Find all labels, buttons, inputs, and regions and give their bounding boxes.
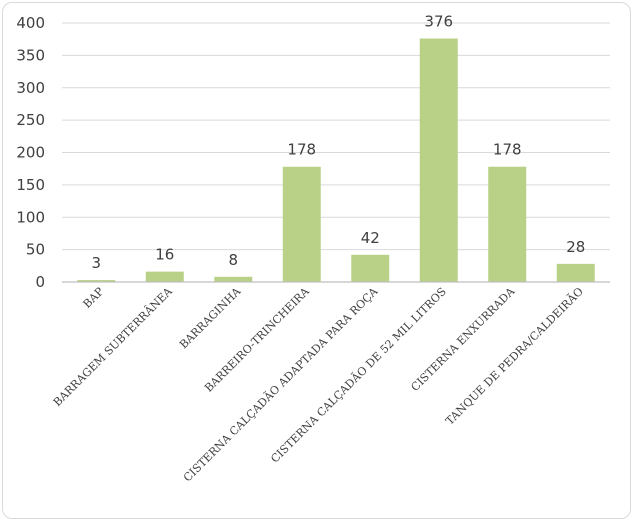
bar bbox=[77, 280, 116, 282]
data-label: 376 bbox=[424, 13, 453, 31]
bar bbox=[351, 254, 390, 282]
y-tick-label: 350 bbox=[16, 46, 45, 64]
x-tick-label: BAP bbox=[81, 285, 107, 311]
data-label: 3 bbox=[91, 254, 101, 272]
y-tick-label: 0 bbox=[35, 273, 45, 291]
bars bbox=[77, 38, 595, 282]
data-labels: 3 16 8 178 42 376 178 28 bbox=[91, 13, 585, 273]
y-tick-label: 100 bbox=[16, 208, 45, 226]
x-tick-label: TANQUE DE PEDRA/CALDEIRÃO bbox=[442, 284, 585, 427]
data-label: 16 bbox=[155, 246, 174, 264]
y-tick-label: 400 bbox=[16, 14, 45, 32]
data-label: 8 bbox=[228, 251, 238, 269]
gridlines bbox=[62, 22, 610, 251]
x-tick-label: BARRAGEM SUBTERRÂNEA bbox=[50, 283, 176, 409]
bar bbox=[282, 166, 321, 282]
y-tick-label: 300 bbox=[16, 79, 45, 97]
y-tick-label: 50 bbox=[26, 241, 45, 259]
bar bbox=[145, 271, 184, 282]
x-tick-label: BARRAGINHA bbox=[177, 284, 244, 351]
data-label: 28 bbox=[566, 238, 585, 256]
bar bbox=[556, 263, 595, 282]
bar bbox=[488, 166, 527, 282]
data-label: 42 bbox=[361, 229, 380, 247]
data-label: 178 bbox=[287, 141, 316, 159]
bar bbox=[419, 38, 458, 282]
y-tick-label: 250 bbox=[16, 111, 45, 129]
y-tick-labels: 0 50 100 150 200 250 300 350 400 bbox=[16, 14, 45, 291]
bar bbox=[214, 276, 253, 282]
y-tick-label: 150 bbox=[16, 176, 45, 194]
data-label: 178 bbox=[493, 141, 522, 159]
y-tick-label: 200 bbox=[16, 144, 45, 162]
